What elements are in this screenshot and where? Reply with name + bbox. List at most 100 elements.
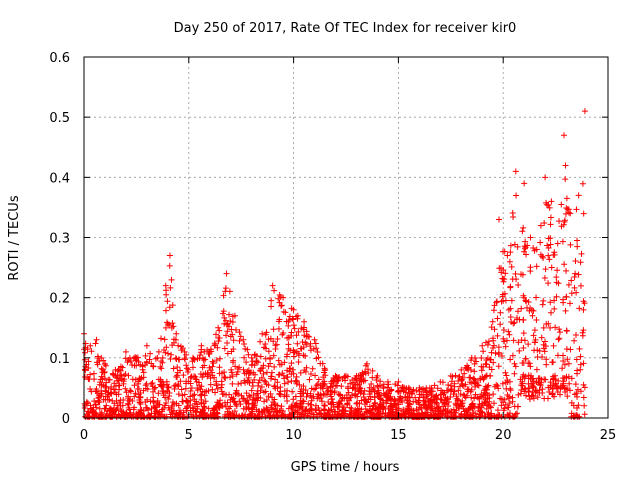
data-point [263,396,270,403]
data-point [255,382,262,389]
data-point [522,392,529,399]
data-point [98,381,105,388]
data-point [368,413,375,420]
data-point [565,360,572,367]
data-point [104,408,111,415]
data-point [361,413,368,420]
data-point [257,367,264,374]
data-point [167,356,174,363]
data-point [573,206,580,213]
data-point [538,334,545,341]
data-point [205,371,212,378]
data-point-peak [143,342,150,349]
data-point [572,258,579,265]
data-point [238,392,245,399]
data-point [511,370,518,377]
data-point [346,413,353,420]
data-point [290,322,297,329]
data-point [229,373,236,380]
data-point [543,356,550,363]
data-point [221,399,228,406]
data-point [352,386,359,393]
data-point [568,410,575,417]
data-point [164,298,171,305]
data-point [137,407,144,414]
data-point [512,363,519,370]
data-point [289,366,296,373]
data-point [515,281,522,288]
data-point [183,407,190,414]
data-point [140,413,147,420]
data-point [316,410,323,417]
data-point [231,413,238,420]
data-point [558,201,565,208]
data-point [175,391,182,398]
data-point [361,387,368,394]
data-point [478,354,485,361]
data-point [258,374,265,381]
data-point [475,382,482,389]
data-point [288,371,295,378]
data-point [580,381,587,388]
data-point [94,390,101,397]
data-point [548,309,555,316]
data-point [528,393,535,400]
data-point [375,393,382,400]
data-point [501,396,508,403]
data-point [380,390,387,397]
data-point [548,264,555,271]
data-point [560,358,567,365]
data-point [84,400,91,407]
data-point [262,331,269,338]
data-point [227,396,234,403]
data-point [518,305,525,312]
data-point [165,384,172,391]
data-point [545,320,552,327]
data-point [314,349,321,356]
data-point [545,245,552,252]
data-point [568,290,575,297]
data-point [355,388,362,395]
data-point [511,319,518,326]
data-point-peak [198,342,205,349]
data-point [213,357,220,364]
data-point [92,340,99,347]
data-point [500,326,507,333]
data-point [482,373,489,380]
data-point [482,360,489,367]
data-point [222,411,229,418]
data-point [562,162,569,169]
data-point [573,405,580,412]
data-point [90,370,97,377]
data-point [319,385,326,392]
data-point [209,386,216,393]
data-point [343,392,350,399]
data-point [458,411,465,418]
data-point [514,410,521,417]
data-point [561,384,568,391]
data-point [571,391,578,398]
data-point [416,401,423,408]
data-point [175,402,182,409]
data-point [212,389,219,396]
data-point [484,395,491,402]
data-point [259,411,266,418]
data-point [221,345,228,352]
data-point [122,385,129,392]
data-point-peak [223,270,230,277]
data-point [525,298,532,305]
data-point [240,405,247,412]
data-point [302,368,309,375]
data-point [243,400,250,407]
data-point [140,374,147,381]
data-point [483,372,490,379]
data-point [507,242,514,249]
data-point [501,338,508,345]
y-tick-label: 0.1 [49,352,70,367]
data-point [560,380,567,387]
data-point [551,297,558,304]
data-point-peak [259,330,266,337]
data-point [295,350,302,357]
data-point [340,404,347,411]
data-point [571,284,578,291]
